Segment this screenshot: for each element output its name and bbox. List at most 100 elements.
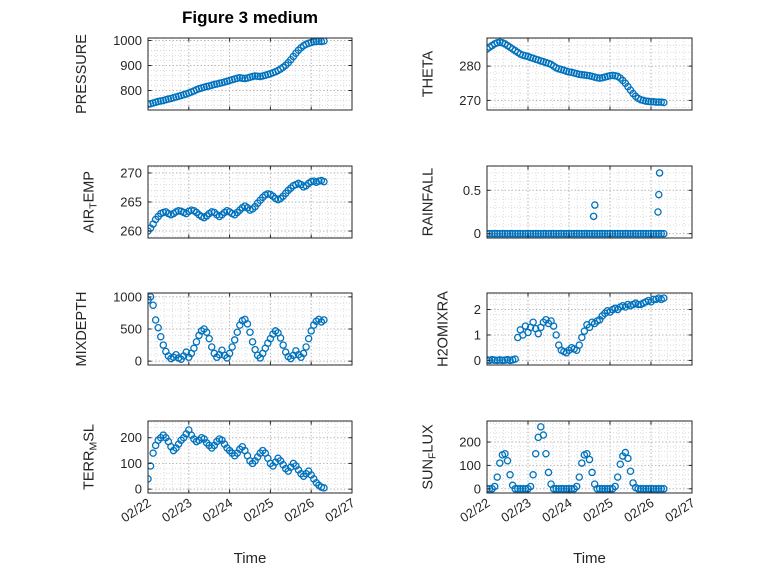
data-point — [613, 473, 622, 481]
data-point — [246, 328, 254, 336]
data-point — [253, 72, 262, 81]
data-point — [552, 229, 560, 238]
data-point — [248, 338, 257, 346]
data-point — [534, 229, 543, 238]
x-tick-label: 02/26 — [621, 495, 656, 525]
data-point — [514, 485, 522, 493]
data-point — [660, 229, 668, 238]
data-point — [629, 229, 637, 238]
data-point — [634, 485, 642, 493]
x-tick-label: 02/24 — [200, 495, 235, 525]
tick-marks — [486, 166, 693, 238]
axes-border — [486, 292, 693, 366]
data-point — [487, 45, 491, 53]
y-axis-label: MIXDEPTH — [74, 292, 90, 367]
data-point — [154, 323, 162, 332]
data-point — [537, 423, 545, 431]
data-point — [225, 349, 234, 358]
data-point — [649, 485, 658, 493]
subplot-theta: 270 280 THETA — [421, 37, 693, 111]
data-point — [526, 482, 535, 491]
x-tick-label: 02/27 — [662, 495, 697, 525]
data-point — [572, 229, 581, 238]
data-point — [521, 229, 530, 238]
data-point — [644, 229, 653, 238]
data-point — [511, 485, 519, 493]
data-point — [544, 229, 553, 238]
y-tick-label: 200 — [459, 435, 481, 450]
y-tick-label: 0 — [474, 226, 481, 241]
data-point — [148, 462, 155, 470]
plot-background — [487, 166, 692, 238]
data-point — [580, 229, 589, 238]
data-point — [642, 485, 650, 493]
data-point — [565, 68, 573, 76]
data-point — [228, 343, 236, 351]
data-points — [148, 426, 328, 492]
data-point — [589, 212, 598, 221]
data-point — [644, 97, 653, 106]
y-tick-label: 2 — [474, 302, 481, 317]
data-point — [506, 229, 514, 238]
data-point — [534, 329, 543, 338]
data-point — [585, 455, 594, 464]
tick-marks — [147, 166, 353, 238]
x-tick-label: 02/23 — [498, 495, 533, 525]
data-point — [521, 322, 530, 330]
data-point — [578, 459, 586, 467]
data-point — [537, 229, 545, 238]
data-point — [608, 71, 617, 80]
data-point — [148, 475, 152, 483]
data-point — [652, 229, 660, 238]
data-points — [148, 38, 328, 108]
data-point — [613, 229, 622, 238]
data-points — [487, 38, 668, 107]
data-point — [547, 229, 555, 238]
data-point — [493, 473, 501, 481]
data-point — [302, 343, 310, 351]
data-point — [570, 229, 578, 238]
data-point — [619, 229, 627, 238]
axes-border — [486, 420, 693, 494]
y-tick-label: 0 — [135, 482, 142, 497]
data-point — [526, 229, 535, 238]
y-tick-label: 0.5 — [463, 183, 481, 198]
data-point — [487, 356, 491, 364]
data-point — [192, 338, 201, 346]
axes-border — [486, 37, 693, 111]
data-point — [649, 229, 658, 238]
data-point — [539, 431, 548, 439]
data-point — [511, 355, 519, 363]
tick-marks — [486, 38, 693, 110]
data-point — [621, 229, 630, 238]
data-point — [616, 460, 625, 468]
data-point — [578, 333, 586, 342]
data-point — [531, 449, 540, 458]
data-point — [549, 322, 558, 330]
data-point — [156, 332, 165, 341]
data-point — [575, 341, 584, 349]
data-point — [580, 327, 589, 335]
data-point — [562, 485, 571, 493]
data-point — [575, 473, 584, 481]
x-tick-label: 02/22 — [457, 495, 492, 525]
data-point — [562, 229, 571, 238]
y-tick-label: 0 — [474, 353, 481, 368]
data-point — [506, 471, 514, 479]
time-axis-label: Time — [234, 550, 267, 567]
data-point — [503, 456, 512, 465]
data-point — [542, 229, 550, 238]
data-point — [639, 229, 648, 238]
data-point — [644, 485, 653, 493]
data-point — [207, 343, 216, 351]
data-point — [496, 459, 504, 467]
data-point — [578, 70, 586, 79]
data-point — [148, 293, 155, 301]
data-point — [596, 485, 604, 493]
data-point — [654, 485, 663, 493]
data-point — [490, 229, 499, 238]
data-point — [583, 449, 591, 458]
axes-border — [486, 165, 693, 239]
data-point — [320, 38, 328, 45]
data-point — [598, 485, 607, 493]
